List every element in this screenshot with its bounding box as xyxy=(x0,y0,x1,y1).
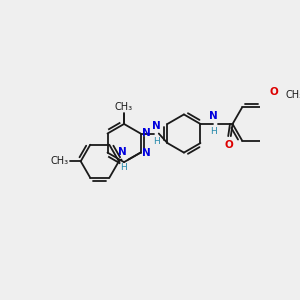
Text: N: N xyxy=(209,111,218,122)
Text: CH₃: CH₃ xyxy=(115,102,133,112)
Text: N: N xyxy=(142,128,151,138)
Text: N: N xyxy=(118,147,127,157)
Text: N: N xyxy=(152,121,161,131)
Text: N: N xyxy=(142,148,151,158)
Text: H: H xyxy=(153,137,160,146)
Text: H: H xyxy=(210,128,217,136)
Text: O: O xyxy=(270,87,279,97)
Text: CH₃: CH₃ xyxy=(286,90,300,100)
Text: O: O xyxy=(225,140,233,150)
Text: CH₃: CH₃ xyxy=(50,156,69,166)
Text: H: H xyxy=(120,163,127,172)
